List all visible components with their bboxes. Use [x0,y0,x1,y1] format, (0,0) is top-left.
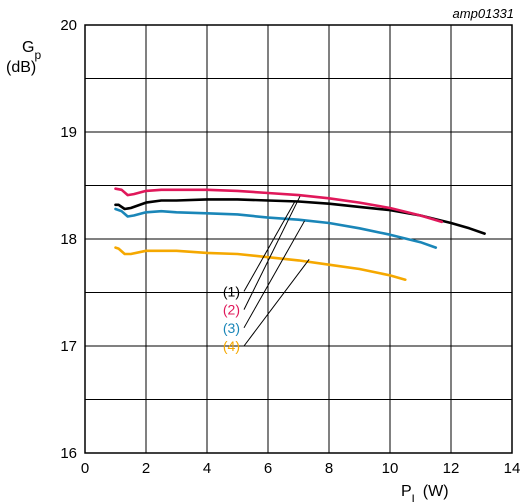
x-tick-label: 0 [81,460,89,477]
y-axis-unit: (dB) [6,59,36,76]
x-tick-label: 6 [264,460,272,477]
x-axis-label-sub: L [412,492,419,502]
x-axis-label: PL (W) [401,483,449,502]
plot-frame [84,24,513,454]
y-tick-label: 20 [60,17,77,34]
callout-leader-2 [243,195,301,310]
y-tick-label: 18 [60,231,77,248]
figure-id: amp01331 [453,6,514,21]
y-tick-label: 17 [60,338,77,355]
x-axis-label-unit: (W) [418,483,448,500]
callout-label-3: (3) [223,320,240,336]
series-lines [114,187,486,281]
callout-label-2: (2) [223,302,240,318]
x-tick-label: 12 [443,460,460,477]
series-line-2 [114,187,444,224]
y-axis-label-sub: p [34,48,41,62]
y-tick-label: 19 [60,124,77,141]
x-tick-label: 2 [142,460,150,477]
x-tick-label: 4 [203,460,211,477]
callout-leader-4 [243,259,310,347]
callout-label-1: (1) [223,283,240,299]
callout-leader-1 [243,200,296,292]
y-axis-label-main: G [22,39,34,56]
callout-leader-3 [243,220,306,329]
callout-label-4: (4) [223,338,240,354]
y-axis-label: Gp [22,39,41,62]
x-tick-label: 14 [504,460,521,477]
x-tick-label: 10 [382,460,399,477]
y-tick-label: 16 [60,445,77,462]
series-line-3 [114,207,438,249]
tick-labels: 0 2 4 6 8 10 12 14 16 17 18 19 20 [60,17,520,477]
x-axis-label-main: P [401,483,412,500]
grid [85,25,512,453]
series-line-4 [114,246,407,281]
callouts: (1) (2) (3) (4) [223,195,310,354]
x-tick-label: 8 [325,460,333,477]
